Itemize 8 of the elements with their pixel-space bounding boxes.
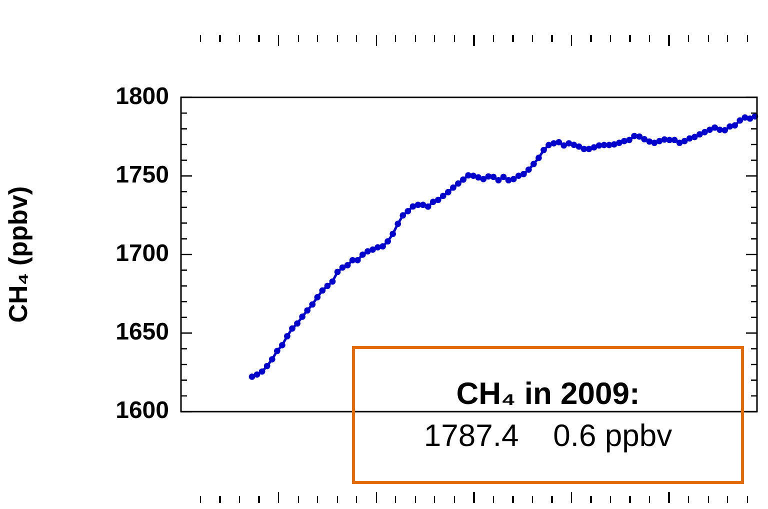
y-axis-title: CH₄ (ppbv) [2, 186, 33, 323]
y-tick-label: 1650 [116, 318, 169, 346]
y-tick-label: 1750 [116, 162, 169, 189]
y-tick-label: 1800 [116, 83, 169, 110]
y-tick-label: 1700 [116, 240, 169, 268]
y-tick-label: 1600 [116, 397, 169, 424]
text: 1787.4 0.6 ppbv [424, 417, 672, 455]
annotation: CH₄ in 2009: [456, 375, 640, 414]
